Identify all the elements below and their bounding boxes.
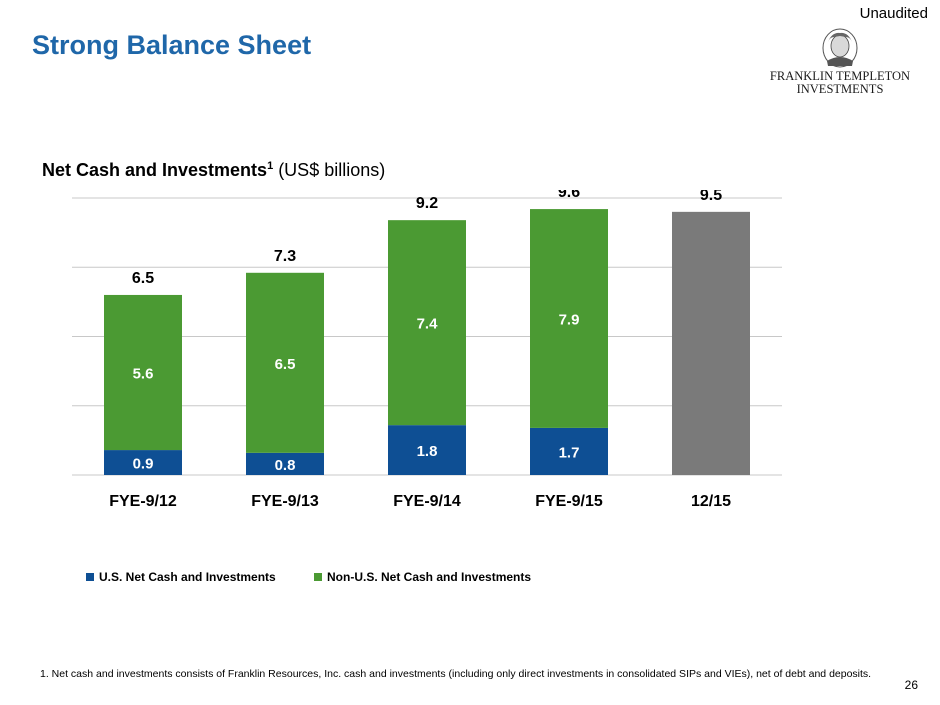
bar-value-label: 7.4 xyxy=(417,316,439,333)
legend-item-us: U.S. Net Cash and Investments xyxy=(86,570,276,584)
footnote: 1. Net cash and investments consists of … xyxy=(40,668,872,680)
logo-line2: INVESTMENTS xyxy=(797,82,884,96)
bar-value-label: 7.9 xyxy=(559,311,580,328)
stacked-bar-chart: 0.9 5.6 6.5 FYE-9/12 0.8 6.5 7.3 FYE-9/13 1.8 7.4… xyxy=(72,190,782,510)
bar-non-us-1 xyxy=(246,272,324,453)
legend-label-non-us: Non-U.S. Net Cash and Investments xyxy=(327,570,532,584)
total-label: 6.5 xyxy=(132,270,154,287)
category-tick-label: FYE-9/13 xyxy=(251,493,319,510)
page-title: Strong Balance Sheet xyxy=(32,30,312,60)
legend-label-us: U.S. Net Cash and Investments xyxy=(99,570,276,584)
bar-value-label: 1.7 xyxy=(559,444,580,461)
category-tick-label: FYE-9/12 xyxy=(109,493,177,510)
subtitle-bold: Net Cash and Investments xyxy=(42,160,268,180)
legend-item-non-us: Non-U.S. Net Cash and Investments xyxy=(314,570,531,584)
bar-us-0 xyxy=(104,450,182,475)
logo-line1: FRANKLIN TEMPLETON xyxy=(770,69,910,83)
bar-value-label: 5.6 xyxy=(133,366,154,383)
subtitle-units: (US$ billions) xyxy=(273,160,386,180)
bar-non-us-3 xyxy=(530,209,608,428)
bar-value-label: 0.9 xyxy=(133,456,154,473)
bar-us-2 xyxy=(388,425,466,475)
subtitle-footnote-ref: 1 xyxy=(267,160,274,172)
category-tick-label: 12/15 xyxy=(691,493,731,510)
bar-us-3 xyxy=(530,427,608,475)
bar-value-label: 6.5 xyxy=(275,356,296,373)
legend-swatch-us xyxy=(86,573,94,581)
bar-value-label: 0.8 xyxy=(275,457,296,474)
total-label: 9.2 xyxy=(416,195,438,212)
legend-swatch-non-us xyxy=(314,573,322,581)
bar-non-us-0 xyxy=(104,294,182,451)
bar-value-label: 1.8 xyxy=(417,443,438,460)
company-logo: FRANKLIN TEMPLETON INVESTMENTS xyxy=(770,28,910,98)
portrait-logo-icon: FRANKLIN TEMPLETON INVESTMENTS xyxy=(770,28,910,96)
unaudited-label: Unaudited xyxy=(859,5,928,22)
total-label: 7.3 xyxy=(274,248,296,265)
page-number: 26 xyxy=(904,678,918,692)
chart-subtitle: Net Cash and Investments1 (US$ billions) xyxy=(42,160,385,181)
bar-total-4 xyxy=(672,211,750,475)
category-tick-label: FYE-9/15 xyxy=(535,493,603,510)
category-tick-label: FYE-9/14 xyxy=(393,493,461,510)
bar-us-1 xyxy=(246,452,324,475)
bar-non-us-2 xyxy=(388,220,466,426)
total-label: 9.6 xyxy=(558,190,580,201)
total-label: 9.5 xyxy=(700,190,722,204)
